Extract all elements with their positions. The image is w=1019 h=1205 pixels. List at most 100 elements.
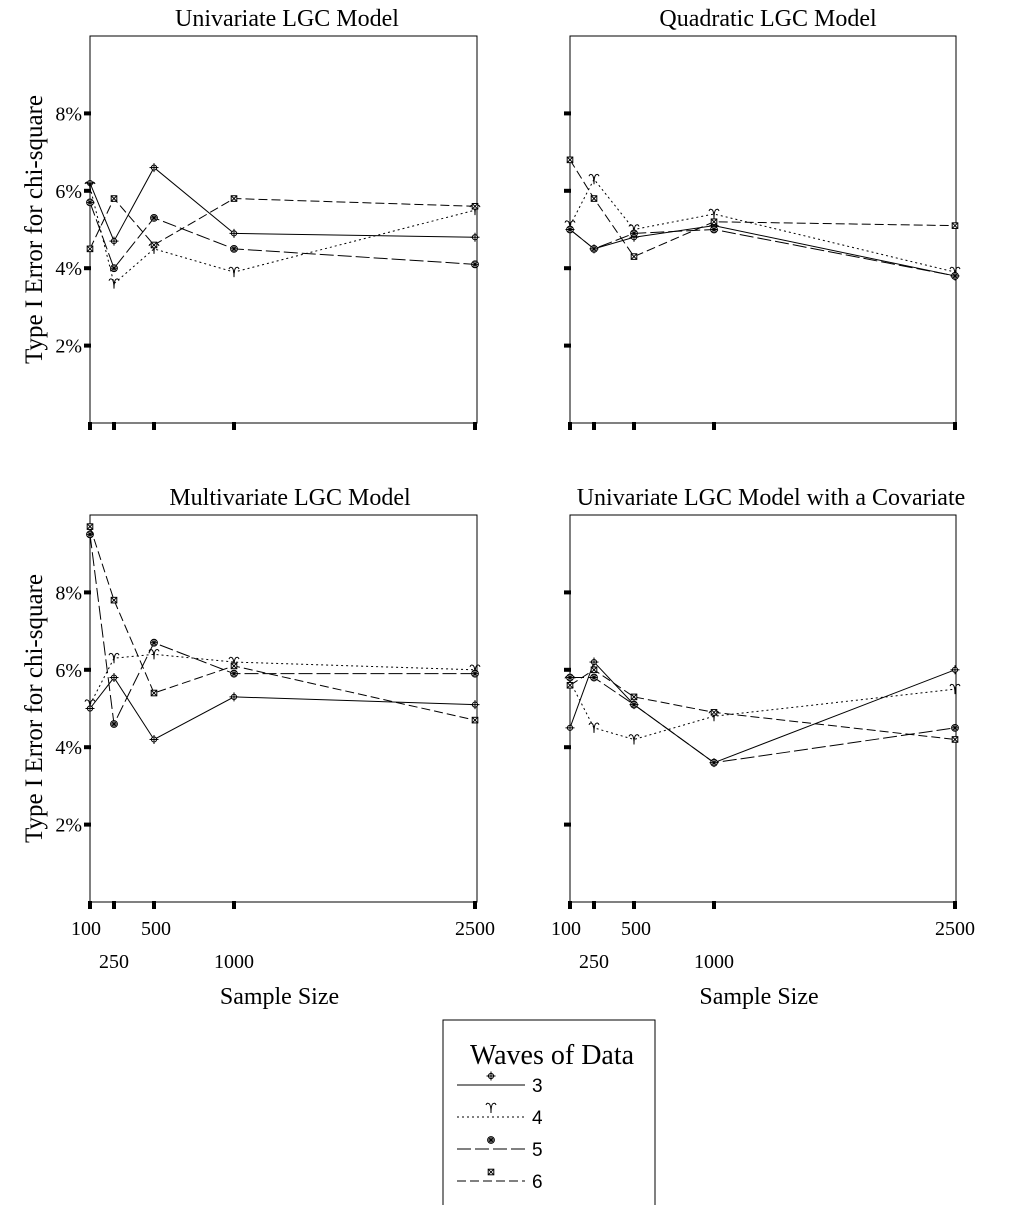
- data-point-6: [86, 523, 94, 530]
- series-line-5: [89, 534, 475, 726]
- marker-aries: [628, 734, 640, 745]
- marker-d2: [471, 716, 479, 724]
- data-point-5: [150, 213, 158, 222]
- data-point-6: [710, 218, 718, 226]
- data-point-6: [710, 709, 718, 716]
- y-tick: [564, 745, 571, 750]
- series-line-5: [569, 228, 956, 277]
- y-tick: [564, 111, 571, 116]
- y-tick: [564, 343, 571, 348]
- x-tick-label: 250: [579, 951, 609, 973]
- marker-d2: [951, 736, 959, 743]
- legend-marker-5: [487, 1136, 495, 1144]
- data-point-6: [471, 202, 479, 210]
- marker-d2: [87, 199, 93, 206]
- data-point-4: [148, 649, 160, 660]
- legend-label: 4: [532, 1108, 543, 1129]
- data-point-4: [628, 734, 640, 745]
- marker-d2: [630, 253, 638, 260]
- marker-d2: [567, 674, 573, 681]
- marker-d2: [86, 523, 94, 530]
- legend-label: 3: [532, 1076, 543, 1097]
- data-point-4: [228, 266, 240, 278]
- data-point-5: [630, 229, 638, 238]
- marker-d2: [111, 265, 117, 271]
- chart-title: Univariate LGC Model: [175, 6, 399, 32]
- x-tick-label: 100: [551, 918, 581, 940]
- x-tick-label: 500: [621, 918, 651, 940]
- marker-d2: [150, 241, 158, 249]
- y-tick-label: 2%: [55, 815, 82, 837]
- x-tick: [568, 901, 572, 909]
- data-point-6: [590, 666, 598, 674]
- data-point-4: [108, 652, 120, 664]
- data-point-5: [710, 225, 718, 234]
- data-point-5: [951, 723, 959, 732]
- x-tick: [592, 901, 596, 909]
- x-tick: [88, 901, 92, 909]
- chart-panel-4: Univariate LGC Model with a Covariate 100…: [551, 485, 975, 1010]
- marker-d2: [631, 230, 637, 237]
- y-tick-label: 4%: [55, 258, 82, 280]
- marker-d2: [951, 222, 959, 229]
- x-tick: [712, 901, 716, 909]
- y-tick: [84, 667, 91, 672]
- legend-label: 5: [532, 1140, 543, 1161]
- chart-title: Multivariate LGC Model: [169, 485, 411, 511]
- marker-d2: [472, 670, 478, 677]
- data-point-5: [590, 673, 598, 682]
- y-tick: [84, 188, 91, 193]
- plot-frame: [89, 514, 478, 903]
- series-line-6: [89, 197, 476, 250]
- chart-panel-1: Univariate LGC Model 2% 4% 6% 8% Type I Error…: [21, 6, 481, 430]
- marker-d2: [590, 666, 598, 673]
- legend-box: [442, 1019, 656, 1205]
- x-tick: [473, 422, 477, 430]
- marker-d2: [487, 1168, 495, 1176]
- data-point-6: [110, 195, 118, 202]
- data-point-4: [588, 722, 600, 733]
- y-tick: [564, 266, 571, 271]
- plot-frame: [569, 514, 957, 903]
- legend-title: Waves of Data: [470, 1040, 635, 1071]
- data-point-5: [566, 225, 574, 234]
- x-tick: [152, 901, 156, 909]
- marker-d2: [590, 195, 598, 202]
- chart-panel-3: Multivariate LGC Model 2% 4% 6% 8% Type I Err…: [21, 485, 495, 1010]
- marker-d2: [86, 245, 94, 253]
- marker-d2: [110, 195, 118, 202]
- data-point-5: [566, 673, 574, 682]
- y-tick-label: 8%: [55, 582, 82, 604]
- data-point-6: [630, 253, 638, 260]
- marker-d2: [711, 759, 717, 766]
- data-point-6: [630, 693, 638, 701]
- y-tick: [84, 822, 91, 827]
- series-line-6: [569, 669, 956, 740]
- marker-d2: [151, 639, 157, 646]
- marker-d2: [566, 156, 574, 163]
- marker-aries: [485, 1102, 497, 1114]
- data-point-6: [86, 245, 94, 253]
- data-point-5: [471, 260, 479, 269]
- data-point-5: [710, 758, 718, 767]
- data-point-3: [470, 700, 480, 710]
- marker-d2: [230, 662, 238, 670]
- data-point-3: [470, 232, 480, 242]
- marker-aries: [108, 278, 120, 289]
- data-point-6: [951, 222, 959, 229]
- series-line-4: [569, 178, 956, 273]
- series-line-3: [569, 225, 956, 277]
- data-point-3: [109, 236, 119, 246]
- marker-aries: [588, 722, 600, 733]
- marker-aries: [949, 683, 961, 695]
- marker-d2: [231, 670, 237, 677]
- series-line-5: [89, 202, 476, 270]
- data-point-6: [590, 195, 598, 202]
- marker-d2: [111, 721, 117, 727]
- data-point-4: [84, 699, 96, 710]
- x-tick: [712, 422, 716, 430]
- data-point-6: [150, 241, 158, 249]
- y-tick: [564, 188, 571, 193]
- data-point-5: [150, 638, 158, 647]
